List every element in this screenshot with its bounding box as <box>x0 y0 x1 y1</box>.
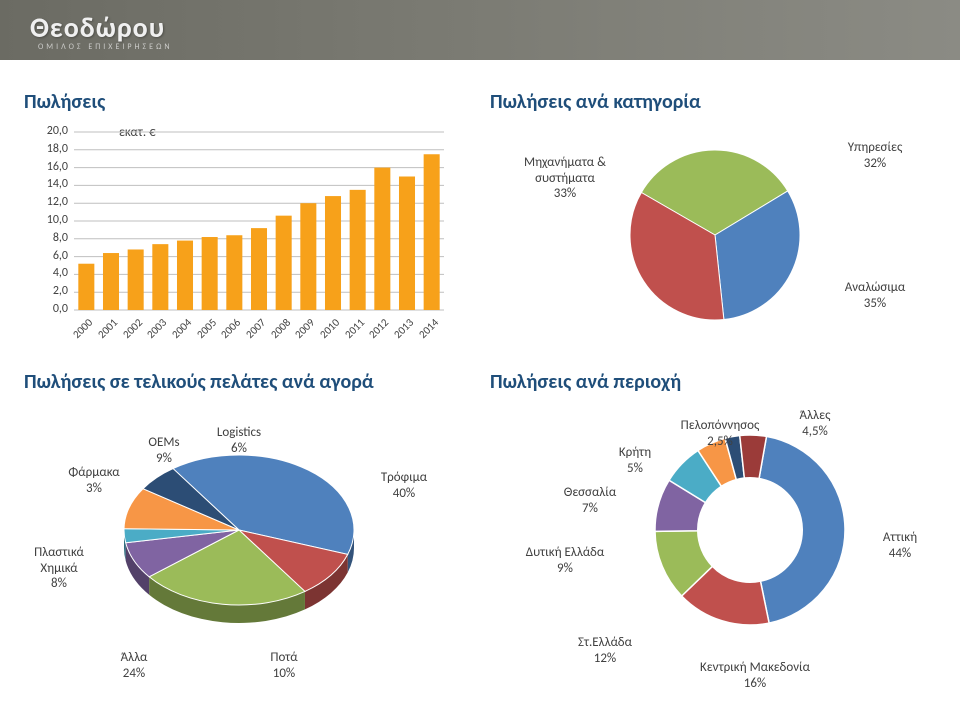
cat-pie-label: Υπηρεσίες32% <box>830 140 920 171</box>
region-donut-label: Θεσσαλία7% <box>545 485 635 516</box>
region-donut-label: Στ.Ελλάδα12% <box>560 635 650 666</box>
sales-bar-panel: Πωλήσεις εκατ. € 0,02,04,06,08,010,012,0… <box>24 90 454 350</box>
market-pie-label: Φάρμακα3% <box>54 465 134 496</box>
bar-y-tick: 18,0 <box>24 142 68 156</box>
market-pie-label: Άλλα24% <box>104 650 164 681</box>
region-donut-chart: Αττική44% Κεντρική Μακεδονία16% Στ.Ελλάδα1… <box>490 400 940 700</box>
region-donut-label: Αττική44% <box>865 530 935 561</box>
bar-y-tick: 4,0 <box>24 266 68 280</box>
sales-bar-chart: 0,02,04,06,08,010,012,014,016,018,020,02… <box>24 120 454 350</box>
bar-y-tick: 20,0 <box>24 124 68 138</box>
market-pie-title: Πωλήσεις σε τελικούς πελάτες ανά αγορά <box>24 370 454 394</box>
cat-pie-label: Μηχανήματα &συστήματα33% <box>510 155 620 202</box>
region-donut-title: Πωλήσεις ανά περιοχή <box>490 370 940 394</box>
region-donut-label: Κεντρική Μακεδονία16% <box>670 660 840 691</box>
market-pie-label: ΠλαστικάΧημικά8% <box>14 545 104 592</box>
bar-y-tick: 12,0 <box>24 195 68 209</box>
sales-bar-title: Πωλήσεις <box>24 90 454 114</box>
category-pie-title: Πωλήσεις ανά κατηγορία <box>490 90 940 114</box>
bar-y-tick: 8,0 <box>24 231 68 245</box>
category-pie-chart: Μηχανήματα &συστήματα33% Υπηρεσίες32% Αναλ… <box>490 120 940 350</box>
region-donut-label: Κρήτη5% <box>600 445 670 476</box>
market-pie-label: Τρόφιμα40% <box>364 470 444 501</box>
brand-sub: ΟΜΙΛΟΣ ΕΠΙΧΕΙΡΗΣΕΩΝ <box>38 42 173 52</box>
region-donut-label: Πελοπόννησος2,5% <box>665 418 775 449</box>
bar-y-tick: 6,0 <box>24 249 68 263</box>
market-pie-label: Logistics6% <box>204 425 274 456</box>
bar-y-tick: 0,0 <box>24 302 68 316</box>
region-donut-panel: Πωλήσεις ανά περιοχή Αττική44% Κεντρική Μ… <box>490 370 940 700</box>
brand-logo: Θεοδώρου <box>30 10 165 45</box>
bar-y-tick: 2,0 <box>24 284 68 298</box>
category-pie-panel: Πωλήσεις ανά κατηγορία Μηχανήματα &συστή… <box>490 90 940 350</box>
bar-y-tick: 16,0 <box>24 160 68 174</box>
market-pie-chart: Τρόφιμα40%Ποτά10%Άλλα24%ΠλαστικάΧημικά8%… <box>24 400 454 700</box>
region-donut-label: Δυτική Ελλάδα9% <box>510 545 620 576</box>
region-donut-label: Άλλες4,5% <box>780 408 850 439</box>
cat-pie-label: Αναλώσιμα35% <box>830 280 920 311</box>
bar-y-tick: 14,0 <box>24 177 68 191</box>
bar-y-tick: 10,0 <box>24 213 68 227</box>
header-banner: Θεοδώρου ΟΜΙΛΟΣ ΕΠΙΧΕΙΡΗΣΕΩΝ <box>0 0 960 60</box>
market-pie-label: Ποτά10% <box>254 650 314 681</box>
market-pie-label: OEMs9% <box>134 435 194 466</box>
market-pie-panel: Πωλήσεις σε τελικούς πελάτες ανά αγορά Τ… <box>24 370 454 700</box>
